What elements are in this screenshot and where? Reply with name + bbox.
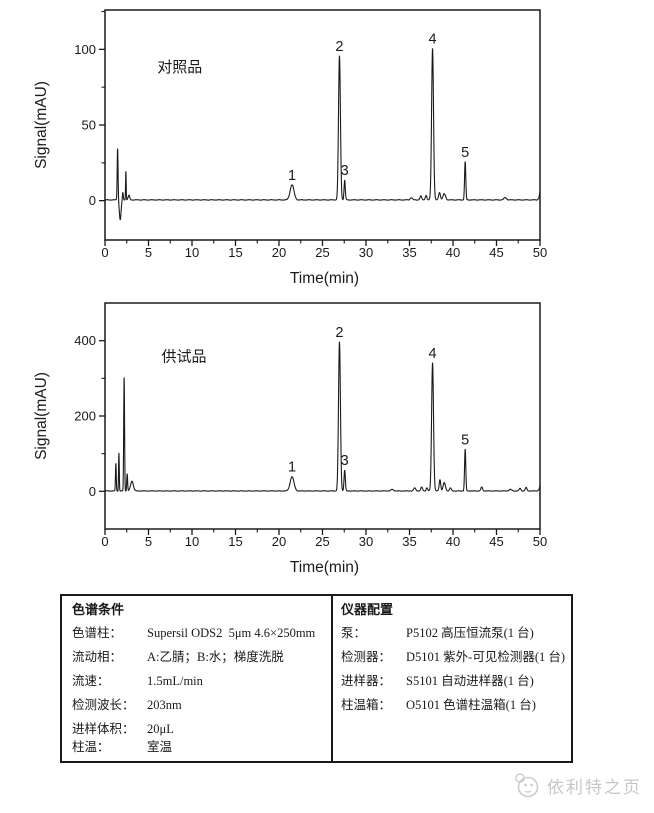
x-tick-label: 45	[489, 534, 503, 549]
row-value: D5101 紫外-可见检测器(1 台)	[406, 650, 566, 664]
row-label: 检测器：	[341, 650, 392, 664]
x-tick-label: 35	[402, 534, 416, 549]
table-header-left: 色谱条件	[72, 602, 125, 617]
peak-label-5: 5	[461, 145, 469, 161]
peak-label-3: 3	[341, 163, 349, 179]
chart-1: 0 5 10 15 20 25 30 35 40 45 500200400Time(min)Sign…	[33, 302, 547, 576]
row-label: 流动相：	[72, 650, 123, 664]
x-tick-label: 35	[402, 245, 416, 260]
x-tick-label: 40	[446, 245, 460, 260]
row-label: 进样器：	[341, 674, 392, 688]
row-value: 203nm	[147, 698, 182, 712]
table-row: 流速： 1.5mL/min	[72, 673, 331, 690]
table-row: 检测波长： 203nm	[72, 697, 331, 714]
row-label: 色谱柱：	[72, 626, 123, 640]
peak-label-3: 3	[341, 453, 349, 469]
table-header-right: 仪器配置	[341, 602, 394, 617]
instrument-rows: 泵： P5102 高压恒流泵(1 台) 检测器： D5101 紫外-可见检测器(1 台…	[341, 625, 571, 714]
y-tick-label: 0	[89, 193, 96, 208]
x-tick-label: 50	[533, 245, 547, 260]
row-label: 流速：	[72, 674, 110, 688]
x-tick-label: 30	[359, 534, 373, 549]
x-tick-label: 0	[101, 534, 108, 549]
watermark-text: 依利特之页	[547, 778, 642, 797]
x-tick-label: 30	[359, 245, 373, 260]
chromatograms: 0 5 10 15 20 25 30 35 40 45 50050100Time(min)Signa…	[33, 9, 547, 576]
chromatogram-trace	[105, 341, 540, 492]
chart-0: 0 5 10 15 20 25 30 35 40 45 50050100Time(min)Signa…	[33, 9, 547, 287]
row-label: 进样体积：	[72, 722, 135, 736]
table-row: 柱温箱： O5101 色谱柱温箱(1 台)	[341, 697, 571, 714]
x-tick-label: 20	[272, 245, 286, 260]
row-value: 1.5mL/min	[147, 674, 203, 688]
peak-label-1: 1	[288, 460, 296, 476]
row-value: A:乙腈；B:水；梯度洗脱	[147, 650, 284, 664]
row-value: 室温	[147, 740, 173, 754]
row-label: 柱温箱：	[341, 698, 392, 712]
x-tick-label: 40	[446, 534, 460, 549]
x-tick-label: 20	[272, 534, 286, 549]
x-tick-label: 10	[185, 534, 199, 549]
table-row: 泵： P5102 高压恒流泵(1 台)	[341, 625, 571, 642]
row-value: O5101 色谱柱温箱(1 台)	[406, 698, 536, 712]
x-tick-label: 25	[315, 245, 329, 260]
peak-label-4: 4	[429, 32, 437, 48]
watermark: 依利特之页	[514, 772, 642, 799]
y-tick-label: 200	[74, 409, 96, 424]
x-tick-label: 5	[145, 534, 152, 549]
row-value: S5101 自动进样器(1 台)	[406, 674, 534, 688]
row-label: 柱温：	[72, 740, 110, 754]
table-row: 进样器： S5101 自动进样器(1 台)	[341, 673, 571, 690]
x-tick-label: 10	[185, 245, 199, 260]
table-row: 柱温： 室温	[72, 739, 331, 756]
plot-frame	[104, 302, 541, 530]
peak-label-2: 2	[335, 39, 343, 55]
table-row: 流动相： A:乙腈；B:水；梯度洗脱	[72, 649, 331, 666]
x-tick-label: 0	[101, 245, 108, 260]
x-tick-label: 45	[489, 245, 503, 260]
sample-label: 对照品	[157, 59, 202, 76]
x-tick-label: 15	[228, 534, 242, 549]
y-tick-label: 100	[74, 42, 96, 57]
row-value: 20μL	[147, 722, 174, 736]
y-axis-title: Signal(mAU)	[33, 372, 50, 460]
conditions-table: 色谱条件 色谱柱： Supersil ODS2 5μm 4.6×250mm 流动相：…	[60, 594, 573, 763]
y-axis-title: Signal(mAU)	[33, 81, 50, 169]
x-tick-label: 5	[145, 245, 152, 260]
x-tick-label: 50	[533, 534, 547, 549]
row-label: 检测波长：	[72, 698, 135, 712]
conditions-rows: 色谱柱： Supersil ODS2 5μm 4.6×250mm 流动相： A:乙腈；…	[72, 625, 331, 756]
x-tick-label: 15	[228, 245, 242, 260]
x-axis-title: Time(min)	[290, 270, 359, 287]
x-axis-title: Time(min)	[290, 559, 359, 576]
peak-label-1: 1	[288, 168, 296, 184]
peak-label-2: 2	[335, 325, 343, 341]
chromatographic-conditions-section: 色谱条件 色谱柱： Supersil ODS2 5μm 4.6×250mm 流动相：…	[62, 596, 333, 761]
sample-label: 供试品	[162, 348, 207, 365]
brand-logo-icon	[515, 773, 539, 798]
y-tick-label: 0	[89, 484, 96, 499]
instrument-configuration-section: 仪器配置 泵： P5102 高压恒流泵(1 台) 检测器： D5101 紫外-可见检测…	[333, 596, 571, 761]
table-row: 检测器： D5101 紫外-可见检测器(1 台)	[341, 649, 571, 666]
row-value: Supersil ODS2 5μm 4.6×250mm	[147, 626, 316, 640]
row-value: P5102 高压恒流泵(1 台)	[406, 626, 534, 640]
x-tick-label: 25	[315, 534, 329, 549]
y-tick-label: 400	[74, 333, 96, 348]
table-row: 色谱柱： Supersil ODS2 5μm 4.6×250mm	[72, 625, 331, 642]
chromatogram-trace	[105, 48, 540, 221]
table-row: 进样体积： 20μL	[72, 721, 331, 738]
plot-frame	[104, 9, 541, 241]
peak-label-5: 5	[461, 433, 469, 449]
y-tick-label: 50	[82, 118, 96, 133]
row-label: 泵：	[341, 626, 367, 640]
peak-label-4: 4	[429, 346, 437, 362]
